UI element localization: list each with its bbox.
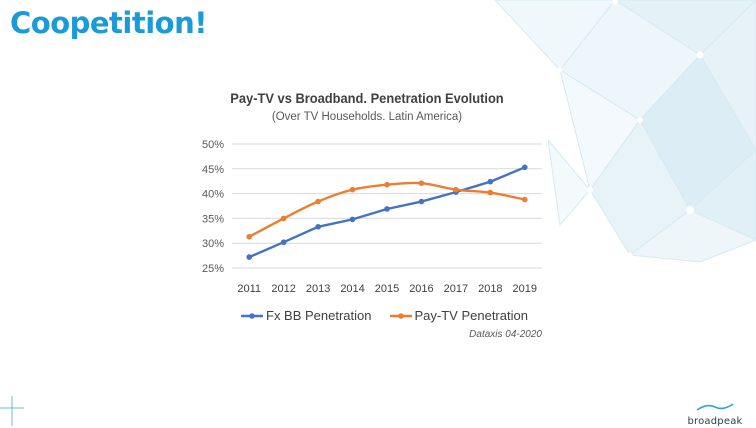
y-tick-label-50: 50% (202, 139, 224, 151)
y-tick-label-45: 45% (202, 164, 224, 176)
data-point-paytv-2014 (349, 186, 356, 193)
data-point-bb-2018 (487, 178, 494, 185)
y-tick-label-35: 35% (202, 213, 224, 225)
data-point-paytv-2018 (487, 189, 494, 196)
data-point-paytv-2019 (521, 196, 528, 203)
y-tick-label-30: 30% (202, 238, 224, 250)
chart-card: 25% 30% 35% 40% 45% 50% 2011 2012 2013 2014 2015 20… (186, 80, 548, 348)
slide-title: Coopetition! (10, 6, 207, 40)
y-tick-label-40: 40% (202, 189, 224, 201)
x-tick-label-2016: 2016 (409, 283, 433, 295)
data-point-paytv-2016 (418, 180, 425, 186)
legend-label-bb: Fx BB Penetration (266, 308, 372, 323)
legend-item-bb: Fx BB Penetration (241, 308, 372, 323)
logo-wave-icon (696, 403, 734, 411)
data-point-paytv-2011 (246, 233, 253, 240)
x-tick-label-2019: 2019 (513, 283, 537, 295)
y-tick-label-25: 25% (202, 263, 224, 275)
line-chart: 25% 30% 35% 40% 45% 50% 2011 2012 2013 2014 2015 20… (202, 139, 542, 295)
x-tick-label-2018: 2018 (478, 283, 502, 295)
data-point-paytv-2012 (280, 215, 287, 222)
data-point-bb-2013 (315, 224, 321, 230)
corner-crosshair-mark (0, 396, 24, 426)
data-point-bb-2019 (521, 164, 528, 171)
chart-title: Pay-TV vs Broadband. Penetration Evoluti… (230, 90, 504, 106)
legend-item-paytv: Pay-TV Penetration (389, 308, 528, 323)
x-tick-label-2013: 2013 (306, 283, 330, 295)
x-tick-label-2014: 2014 (340, 283, 364, 295)
x-tick-label-2012: 2012 (271, 283, 295, 295)
data-point-paytv-2013 (315, 198, 321, 205)
legend-swatch-bb (241, 312, 263, 319)
x-tick-label-2015: 2015 (375, 283, 399, 295)
x-tick-label-2011: 2011 (237, 283, 261, 295)
data-point-bb-2011 (246, 254, 253, 260)
data-point-paytv-2017 (453, 186, 459, 193)
data-point-bb-2016 (418, 198, 425, 205)
data-point-bb-2015 (384, 206, 390, 212)
data-point-bb-2012 (280, 239, 287, 246)
logo-text: broadpeak (687, 416, 743, 427)
chart-legend: Fx BB Penetration Pay-TV Penetration (241, 308, 528, 323)
x-tick-label-2017: 2017 (444, 283, 468, 295)
data-point-paytv-2015 (384, 181, 390, 188)
legend-swatch-paytv (389, 312, 412, 319)
legend-label-paytv: Pay-TV Penetration (414, 308, 528, 323)
source-note: Dataxis 04-2020 (469, 329, 542, 340)
broadpeak-logo: broadpeak (680, 398, 750, 427)
chart-subtitle: (Over TV Households. Latin America) (271, 111, 463, 123)
data-point-bb-2014 (349, 216, 356, 223)
